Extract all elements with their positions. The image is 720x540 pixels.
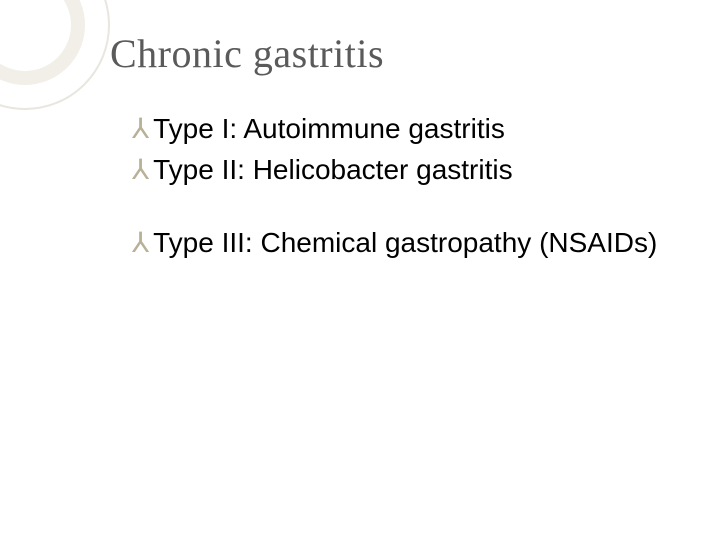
- bullet-glyph-icon: ⅄: [132, 229, 149, 257]
- bullet-glyph-icon: ⅄: [132, 115, 149, 143]
- bullet-text: Type III: Chemical gastropathy (NSAIDs): [153, 225, 657, 260]
- bullet-text: Type II: Helicobacter gastritis: [153, 152, 512, 187]
- slide-title: Chronic gastritis: [110, 30, 660, 77]
- bullet-item: ⅄Type I: Autoimmune gastritis: [132, 111, 660, 146]
- slide-area: Chronic gastritis ⅄Type I: Autoimmune ga…: [0, 0, 720, 540]
- bullet-group-spacer: [132, 193, 660, 225]
- bullet-text: Type I: Autoimmune gastritis: [153, 111, 505, 146]
- bullet-glyph-icon: ⅄: [132, 156, 149, 184]
- bullet-item: ⅄Type II: Helicobacter gastritis: [132, 152, 660, 187]
- bullet-item: ⅄Type III: Chemical gastropathy (NSAIDs): [132, 225, 660, 260]
- bullet-list: ⅄Type I: Autoimmune gastritis⅄Type II: H…: [110, 111, 660, 260]
